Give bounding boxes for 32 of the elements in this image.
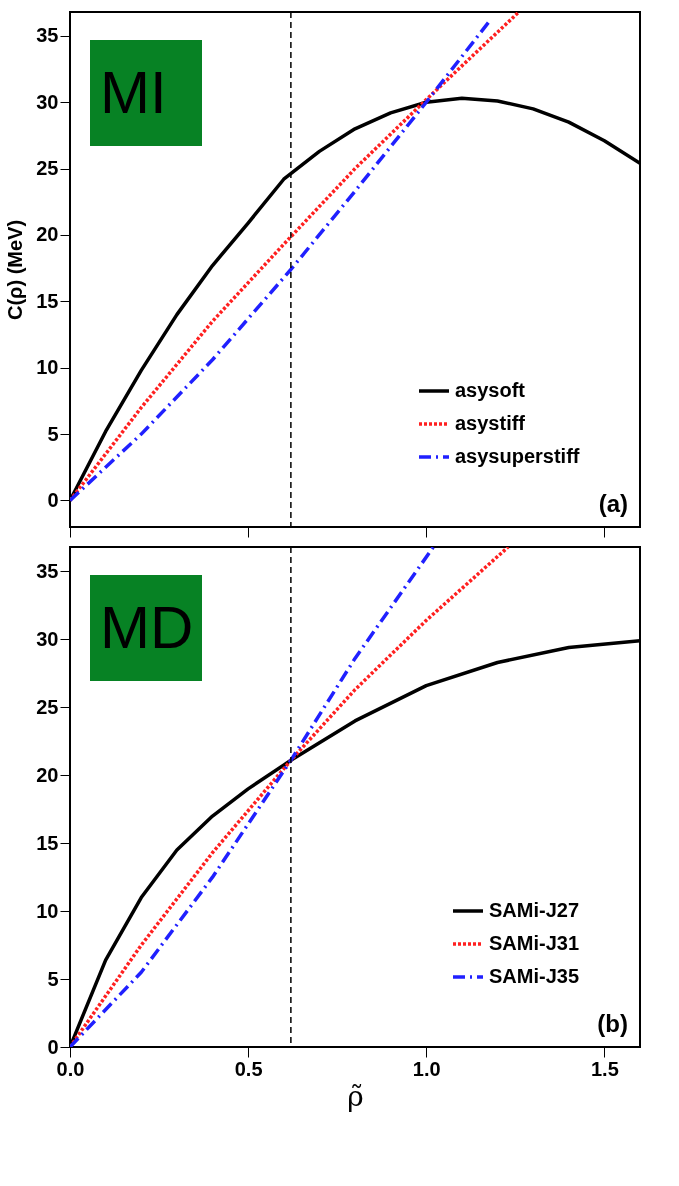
y-tick-label: 5 (47, 422, 59, 445)
legend-label: SAMi-J35 (489, 965, 580, 987)
y-tick-label: 15 (36, 289, 59, 312)
y-tick-label: 15 (36, 831, 59, 854)
y-tick-label: 35 (36, 559, 59, 582)
y-tick-label: 0 (47, 1035, 59, 1058)
legend-label: SAMi-J31 (489, 932, 580, 954)
x-tick-label: 1.5 (590, 1057, 619, 1080)
x-tick-label: 0.0 (56, 1057, 85, 1080)
x-tick-label: 1.0 (412, 1057, 441, 1080)
annotation: MD (100, 594, 194, 661)
y-tick-label: 20 (36, 223, 59, 246)
legend-label: asysoft (455, 379, 526, 401)
y-axis-title: C(ρ) (MeV) (4, 219, 27, 321)
y-tick-label: 0 (47, 488, 59, 511)
y-tick-label: 35 (36, 24, 59, 47)
annotation: (b) (597, 1010, 628, 1037)
legend-label: asysuperstiff (455, 445, 580, 467)
y-tick-label: 25 (36, 695, 59, 718)
x-axis-title: ρ̃ (347, 1079, 364, 1113)
y-tick-label: 30 (36, 627, 59, 650)
y-tick-label: 10 (36, 899, 59, 922)
y-tick-label: 30 (36, 90, 59, 113)
y-tick-label: 5 (47, 967, 59, 990)
legend-label: SAMi-J27 (489, 899, 580, 921)
annotation: MI (100, 59, 167, 126)
x-tick-label: 0.5 (234, 1057, 263, 1080)
annotation: (a) (598, 490, 628, 517)
legend-label: asystiff (455, 412, 526, 434)
y-tick-label: 10 (36, 356, 59, 379)
y-tick-label: 25 (36, 157, 59, 180)
y-tick-label: 20 (36, 763, 59, 786)
